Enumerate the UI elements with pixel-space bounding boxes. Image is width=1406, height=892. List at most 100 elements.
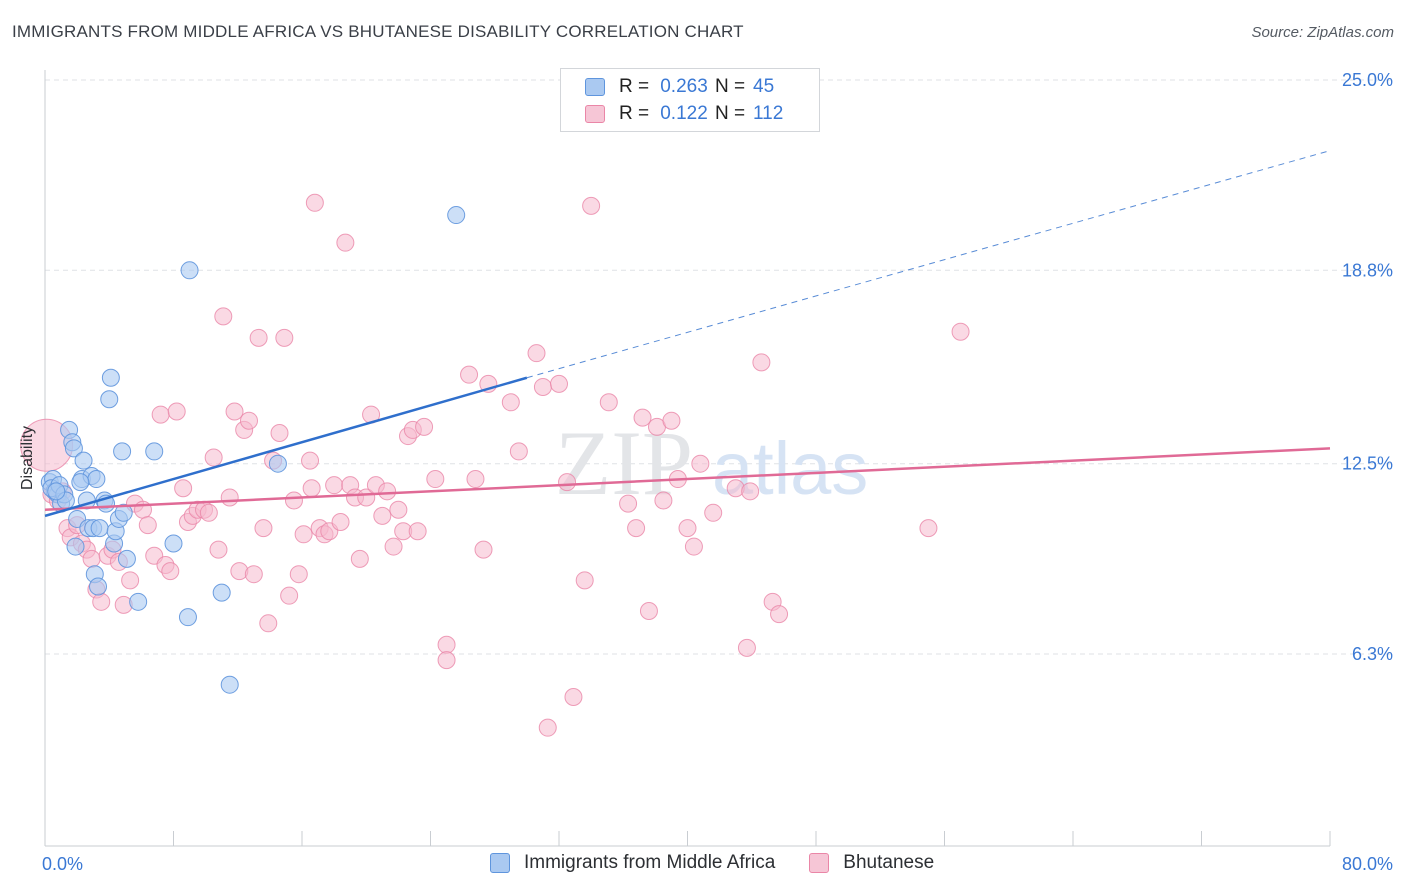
middle-africa-point[interactable]: [87, 470, 106, 489]
bhutanese-point[interactable]: [373, 506, 392, 525]
legend-n-label: N =: [715, 103, 746, 124]
bhutanese-point[interactable]: [678, 519, 697, 538]
bhutanese-point[interactable]: [704, 503, 723, 522]
bhutanese-point[interactable]: [533, 377, 552, 396]
bhutanese-point[interactable]: [301, 451, 320, 470]
bhutanese-point[interactable]: [220, 488, 239, 507]
bhutanese-point[interactable]: [437, 651, 456, 670]
middle-africa-point[interactable]: [113, 442, 132, 461]
bhutanese-point[interactable]: [527, 344, 546, 363]
bhutanese-point[interactable]: [259, 614, 278, 633]
bhutanese-point[interactable]: [199, 503, 218, 522]
bhutanese-point[interactable]: [167, 402, 186, 421]
bhutanese-point[interactable]: [599, 393, 618, 412]
bhutanese-point[interactable]: [289, 565, 308, 584]
bhutanese-point[interactable]: [408, 522, 427, 541]
bhutanese-point[interactable]: [415, 417, 434, 436]
bhutanese-point[interactable]: [174, 479, 193, 498]
bhutanese-point[interactable]: [426, 470, 445, 489]
middle-africa-point[interactable]: [71, 473, 90, 492]
middle-africa-point[interactable]: [145, 442, 164, 461]
correlation-legend: R = 0.263 N = 45 R = 0.122 N = 112: [560, 68, 820, 132]
bhutanese-point[interactable]: [460, 365, 479, 384]
bhutanese-point[interactable]: [466, 470, 485, 489]
bhutanese-point[interactable]: [684, 537, 703, 556]
bhutanese-point[interactable]: [270, 423, 289, 442]
bhutanese-point[interactable]: [302, 479, 321, 498]
legend-swatch-middle-africa: [585, 78, 605, 96]
bhutanese-point[interactable]: [254, 519, 273, 538]
series-middle-africa-points: [40, 206, 466, 694]
bhutanese-point[interactable]: [151, 405, 170, 424]
bhutanese-point[interactable]: [501, 393, 520, 412]
middle-africa-point[interactable]: [47, 482, 66, 501]
bhutanese-point[interactable]: [336, 233, 355, 252]
bhutanese-point[interactable]: [474, 540, 493, 559]
bhutanese-point[interactable]: [752, 353, 771, 372]
bhutanese-point[interactable]: [378, 482, 397, 501]
middle-africa-point[interactable]: [178, 608, 197, 627]
bhutanese-point[interactable]: [654, 491, 673, 510]
bhutanese-point[interactable]: [633, 408, 652, 427]
middle-africa-point[interactable]: [117, 549, 136, 568]
bhutanese-point[interactable]: [244, 565, 263, 584]
bhutanese-point[interactable]: [619, 494, 638, 513]
middle-africa-point[interactable]: [114, 503, 133, 522]
bhutanese-point[interactable]: [509, 442, 528, 461]
bhutanese-point[interactable]: [564, 687, 583, 706]
bhutanese-point[interactable]: [919, 519, 938, 538]
bhutanese-point[interactable]: [662, 411, 681, 430]
middle-africa-point[interactable]: [64, 439, 83, 458]
bhutanese-point[interactable]: [691, 454, 710, 473]
middle-africa-point[interactable]: [101, 368, 120, 387]
bhutanese-point[interactable]: [225, 402, 244, 421]
bhutanese-point[interactable]: [389, 500, 408, 519]
bhutanese-point[interactable]: [741, 482, 760, 501]
legend-r-label: R =: [619, 103, 650, 124]
bhutanese-point[interactable]: [294, 525, 313, 544]
middle-africa-point[interactable]: [129, 592, 148, 611]
middle-africa-point[interactable]: [447, 206, 466, 225]
bhutanese-point[interactable]: [575, 571, 594, 590]
series-legend-item-middle-africa[interactable]: Immigrants from Middle Africa: [490, 852, 775, 874]
series-legend-item-bhutanese[interactable]: Bhutanese: [809, 852, 934, 874]
middle-africa-point[interactable]: [90, 519, 109, 538]
bhutanese-point[interactable]: [82, 549, 101, 568]
bhutanese-point[interactable]: [350, 549, 369, 568]
bhutanese-point[interactable]: [538, 718, 557, 737]
middle-africa-point[interactable]: [268, 454, 287, 473]
middle-africa-point[interactable]: [164, 534, 183, 553]
bhutanese-point[interactable]: [92, 592, 111, 611]
bhutanese-point[interactable]: [275, 328, 294, 347]
bhutanese-point[interactable]: [121, 571, 140, 590]
bhutanese-point[interactable]: [627, 519, 646, 538]
middle-africa-point[interactable]: [66, 537, 85, 556]
bhutanese-point[interactable]: [280, 586, 299, 605]
bhutanese-point[interactable]: [239, 411, 258, 430]
bhutanese-point[interactable]: [582, 196, 601, 215]
bhutanese-point[interactable]: [770, 605, 789, 624]
bhutanese-point[interactable]: [249, 328, 268, 347]
bhutanese-point[interactable]: [161, 562, 180, 581]
bhutanese-point[interactable]: [204, 448, 223, 467]
middle-africa-point[interactable]: [220, 675, 239, 694]
bhutanese-point[interactable]: [384, 537, 403, 556]
bhutanese-point[interactable]: [558, 473, 577, 492]
middle-africa-point[interactable]: [180, 261, 199, 280]
bhutanese-point[interactable]: [550, 374, 568, 393]
middle-africa-point[interactable]: [212, 583, 231, 602]
bhutanese-point[interactable]: [284, 491, 303, 510]
bhutanese-point[interactable]: [951, 322, 970, 341]
bhutanese-point[interactable]: [331, 513, 350, 532]
middle-africa-point[interactable]: [100, 390, 119, 409]
middle-africa-point[interactable]: [74, 451, 93, 470]
bhutanese-point[interactable]: [214, 307, 233, 326]
bhutanese-point[interactable]: [209, 540, 228, 559]
bhutanese-point[interactable]: [305, 193, 324, 212]
bhutanese-point[interactable]: [325, 476, 344, 495]
middle-africa-point[interactable]: [89, 577, 108, 596]
bhutanese-point[interactable]: [138, 516, 157, 535]
bhutanese-point[interactable]: [437, 635, 456, 654]
bhutanese-point[interactable]: [737, 638, 756, 657]
bhutanese-point[interactable]: [639, 602, 658, 621]
